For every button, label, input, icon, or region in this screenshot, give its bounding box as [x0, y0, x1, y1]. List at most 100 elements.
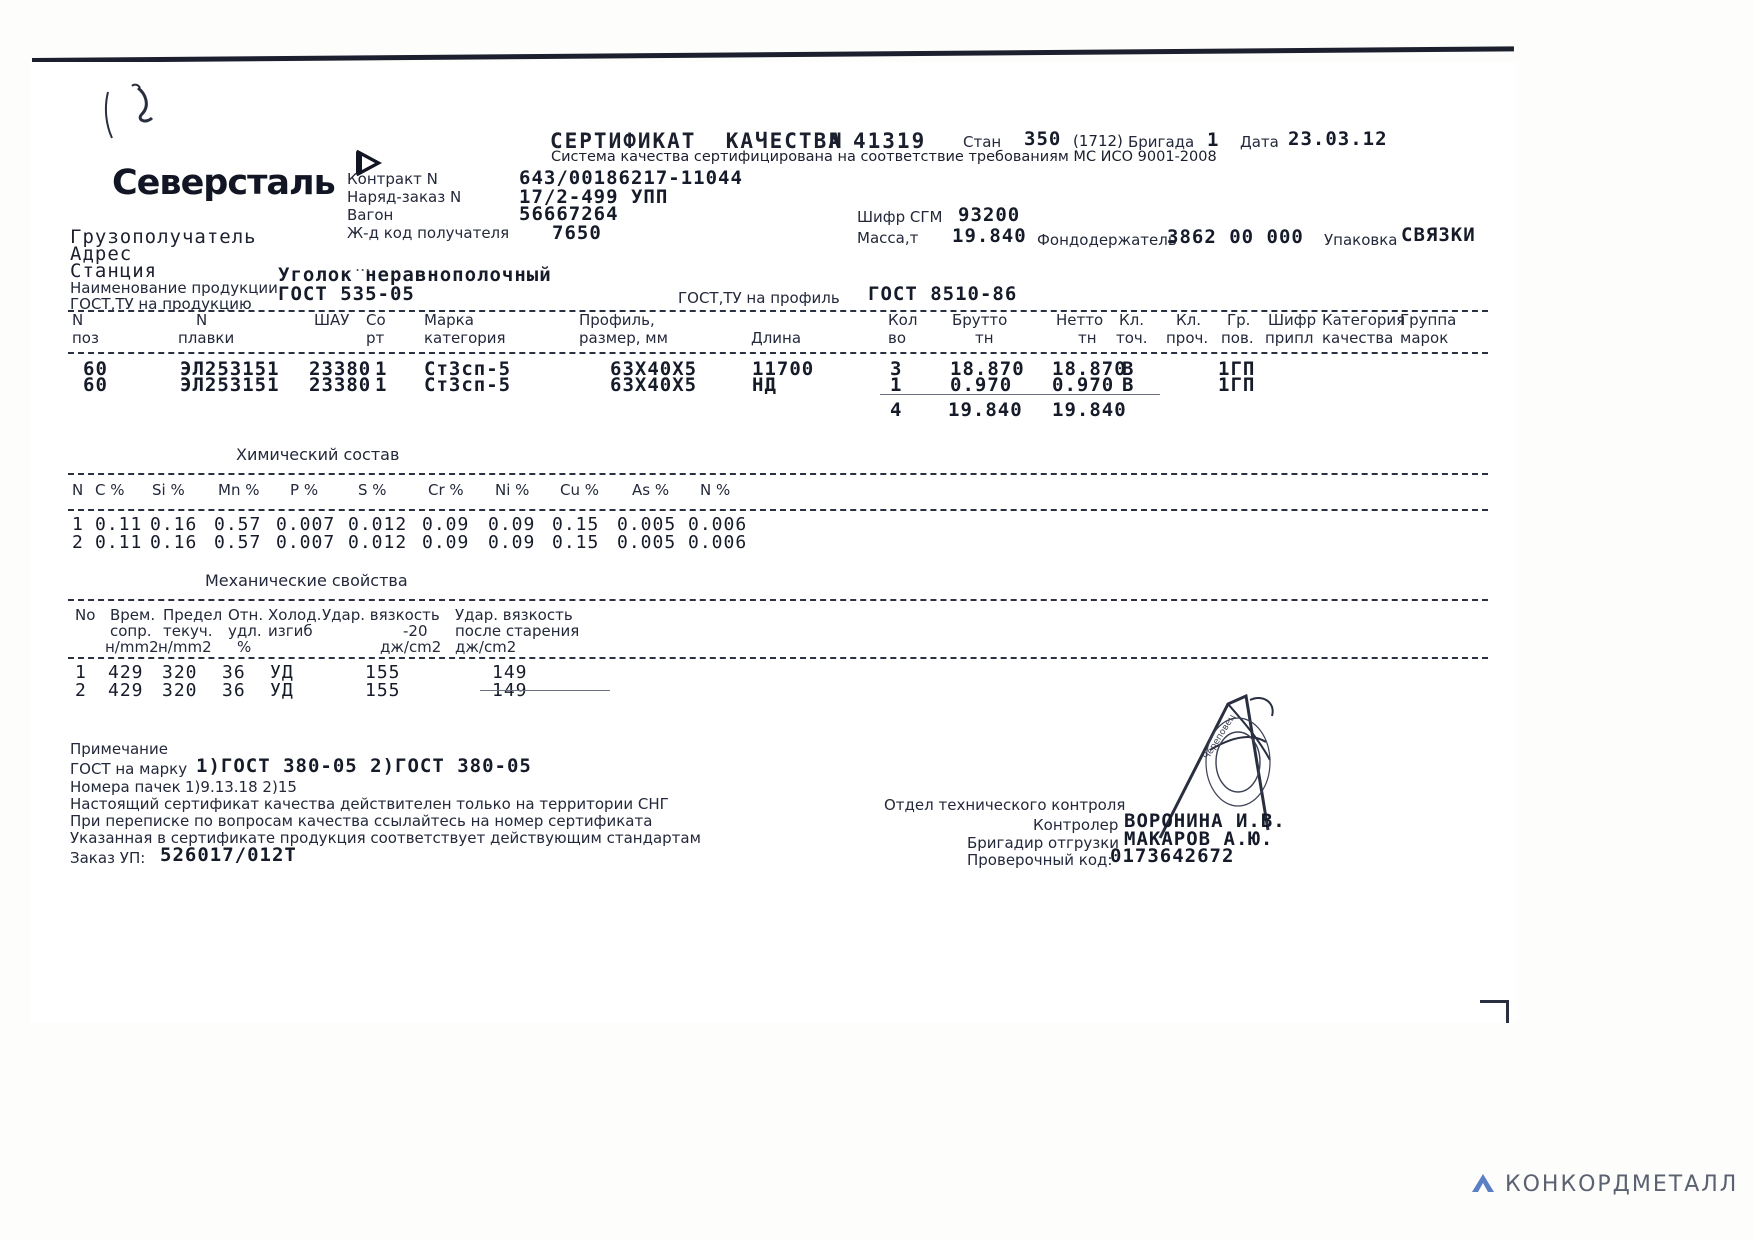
chem-col-cu: Cu %: [560, 481, 600, 499]
col-group-surf-bottom: пов.: [1221, 329, 1254, 347]
mech-r1-impact: 155: [365, 662, 401, 683]
col-code-bottom: припл: [1265, 329, 1314, 347]
mass-label: Масса,т: [857, 229, 919, 247]
product-name-label: Наименование продукции: [70, 279, 278, 297]
controller-name: ВОРОНИНА И.В.: [1124, 810, 1286, 832]
notes-gost-grade-label: ГОСТ на марку: [70, 760, 188, 778]
chem-r2-cr: 0.09: [422, 532, 470, 553]
col-pos-bottom: поз: [72, 329, 99, 347]
col-net-top: Нетто: [1056, 311, 1104, 329]
consignee-label: Грузополучатель: [70, 226, 257, 248]
chem-r1-as: 0.005: [617, 514, 677, 535]
chem-r2-p: 0.007: [276, 532, 336, 553]
row2-net: 0.970: [1052, 374, 1115, 396]
severstal-logo: Северсталь: [112, 149, 382, 203]
chem-r1-p: 0.007: [276, 514, 336, 535]
notes-title: Примечание: [70, 740, 168, 758]
mass-value: 19.840: [952, 225, 1027, 247]
chem-rule-top: [68, 473, 1488, 475]
row1-grade: Ст3сп-5: [424, 358, 512, 380]
chem-r2-c: 0.11: [95, 532, 143, 553]
controller-label: Контролер: [1033, 816, 1119, 834]
logo-wordmark: Северсталь: [112, 163, 336, 203]
contract-label: Контракт N: [347, 170, 438, 188]
dots-filler: ...: [355, 256, 371, 275]
handwritten-signature: Череповец: [1158, 693, 1274, 839]
col-grade-group-bottom: марок: [1400, 329, 1449, 347]
col-class-str-top: Кл.: [1176, 311, 1202, 329]
brigade-label: Бригада: [1128, 133, 1195, 151]
row1-heat: ЭЛ253151: [180, 358, 280, 380]
chem-col-cr: Cr %: [428, 481, 464, 499]
mech-col-yield3: н/mm2: [158, 638, 212, 656]
chem-r2-ni: 0.09: [488, 532, 536, 553]
mechanical-section-title: Механические свойства: [205, 571, 408, 590]
col-class-acc-bottom: точ.: [1116, 329, 1148, 347]
mech-col-aged: Удар. вязкость: [455, 606, 573, 624]
packing-value: СВЯЗКИ: [1401, 224, 1476, 246]
konkordmetall-logo-icon: [1472, 1174, 1494, 1192]
fund-value: 3862 00 000: [1167, 226, 1304, 248]
chem-r2-n: 2: [72, 532, 84, 553]
notes-bundle-value: 1)9.13.18 2)15: [185, 778, 297, 796]
mech-r2-tensile: 429: [108, 680, 144, 701]
mech-r1-yield: 320: [162, 662, 198, 683]
row1-shau: 23380: [309, 358, 372, 380]
chem-r1-ni: 0.09: [488, 514, 536, 535]
row1-gross: 18.870: [950, 358, 1025, 380]
chem-r2-as: 0.005: [617, 532, 677, 553]
certificate-title: СЕРТИФИКАТ КАЧЕСТВА: [550, 129, 843, 153]
totals-rule: [880, 394, 1160, 395]
chem-r1-s: 0.012: [348, 514, 408, 535]
row2-class-acc: В: [1122, 374, 1135, 396]
row2-pos: 60: [83, 374, 108, 396]
logo-triangle-icon: [356, 149, 382, 177]
mech-r2-aged: 149: [492, 680, 528, 701]
mech-col-no: No: [75, 606, 96, 624]
col-code-top: Шифр: [1268, 311, 1317, 329]
mech-col-elong2: удл.: [228, 622, 262, 640]
chem-col-p: P %: [290, 481, 319, 499]
chemical-section-title: Химический состав: [236, 445, 400, 464]
total-qty: 4: [890, 399, 903, 421]
table-rule-header: [68, 352, 1488, 354]
handwriting-scribble: [104, 83, 154, 139]
gost-profile-label: ГОСТ,ТУ на профиль: [678, 289, 840, 307]
col-class-str-bottom: проч.: [1166, 329, 1209, 347]
chem-r1-mn: 0.57: [214, 514, 262, 535]
chem-r2-si: 0.16: [150, 532, 198, 553]
order-value: 17/2-499 УПП: [519, 186, 669, 208]
chem-r2-cu: 0.15: [552, 532, 600, 553]
col-grade-bottom: категория: [424, 329, 506, 347]
row2-heat: ЭЛ253151: [180, 374, 280, 396]
scan-top-edge: [31, 46, 1514, 63]
fund-label: Фондодержатель: [1037, 231, 1177, 249]
date-label: Дата: [1240, 133, 1279, 151]
row1-net: 18.870: [1052, 358, 1127, 380]
wagon-value: 56667264: [519, 203, 619, 225]
address-label: Адрес: [70, 243, 133, 265]
mech-r1-bend: УД: [270, 662, 294, 683]
notes-order-label: Заказ УП:: [70, 849, 146, 867]
chem-r2-nitro: 0.006: [688, 532, 748, 553]
row2-shau: 23380: [309, 374, 372, 396]
col-quality-cat-top: Категория: [1322, 311, 1406, 329]
col-gross-top: Брутто: [952, 311, 1008, 329]
chem-rule-header: [68, 509, 1488, 511]
station-label: Станция: [70, 260, 158, 282]
row2-code-surch: 1ГП: [1218, 374, 1256, 396]
certificate-number: 41319: [853, 129, 927, 153]
row1-class-acc: В: [1122, 358, 1135, 380]
order-label: Наряд-заказ N: [347, 188, 462, 206]
mech-col-aged2: после старения: [455, 622, 580, 640]
row1-qty: 3: [890, 358, 903, 380]
rail-code-value: 7650: [552, 222, 602, 244]
mech-col-yield2: текуч.: [163, 622, 213, 640]
chem-col-nitro: N %: [700, 481, 731, 499]
total-gross: 19.840: [948, 399, 1023, 421]
wagon-label: Вагон: [347, 206, 394, 224]
mech-col-yield: Предел: [163, 606, 223, 624]
mech-r2-no: 2: [75, 680, 87, 701]
foreman-label: Бригадир отгрузки: [967, 834, 1120, 852]
department-label: Отдел технического контроля: [884, 796, 1126, 814]
